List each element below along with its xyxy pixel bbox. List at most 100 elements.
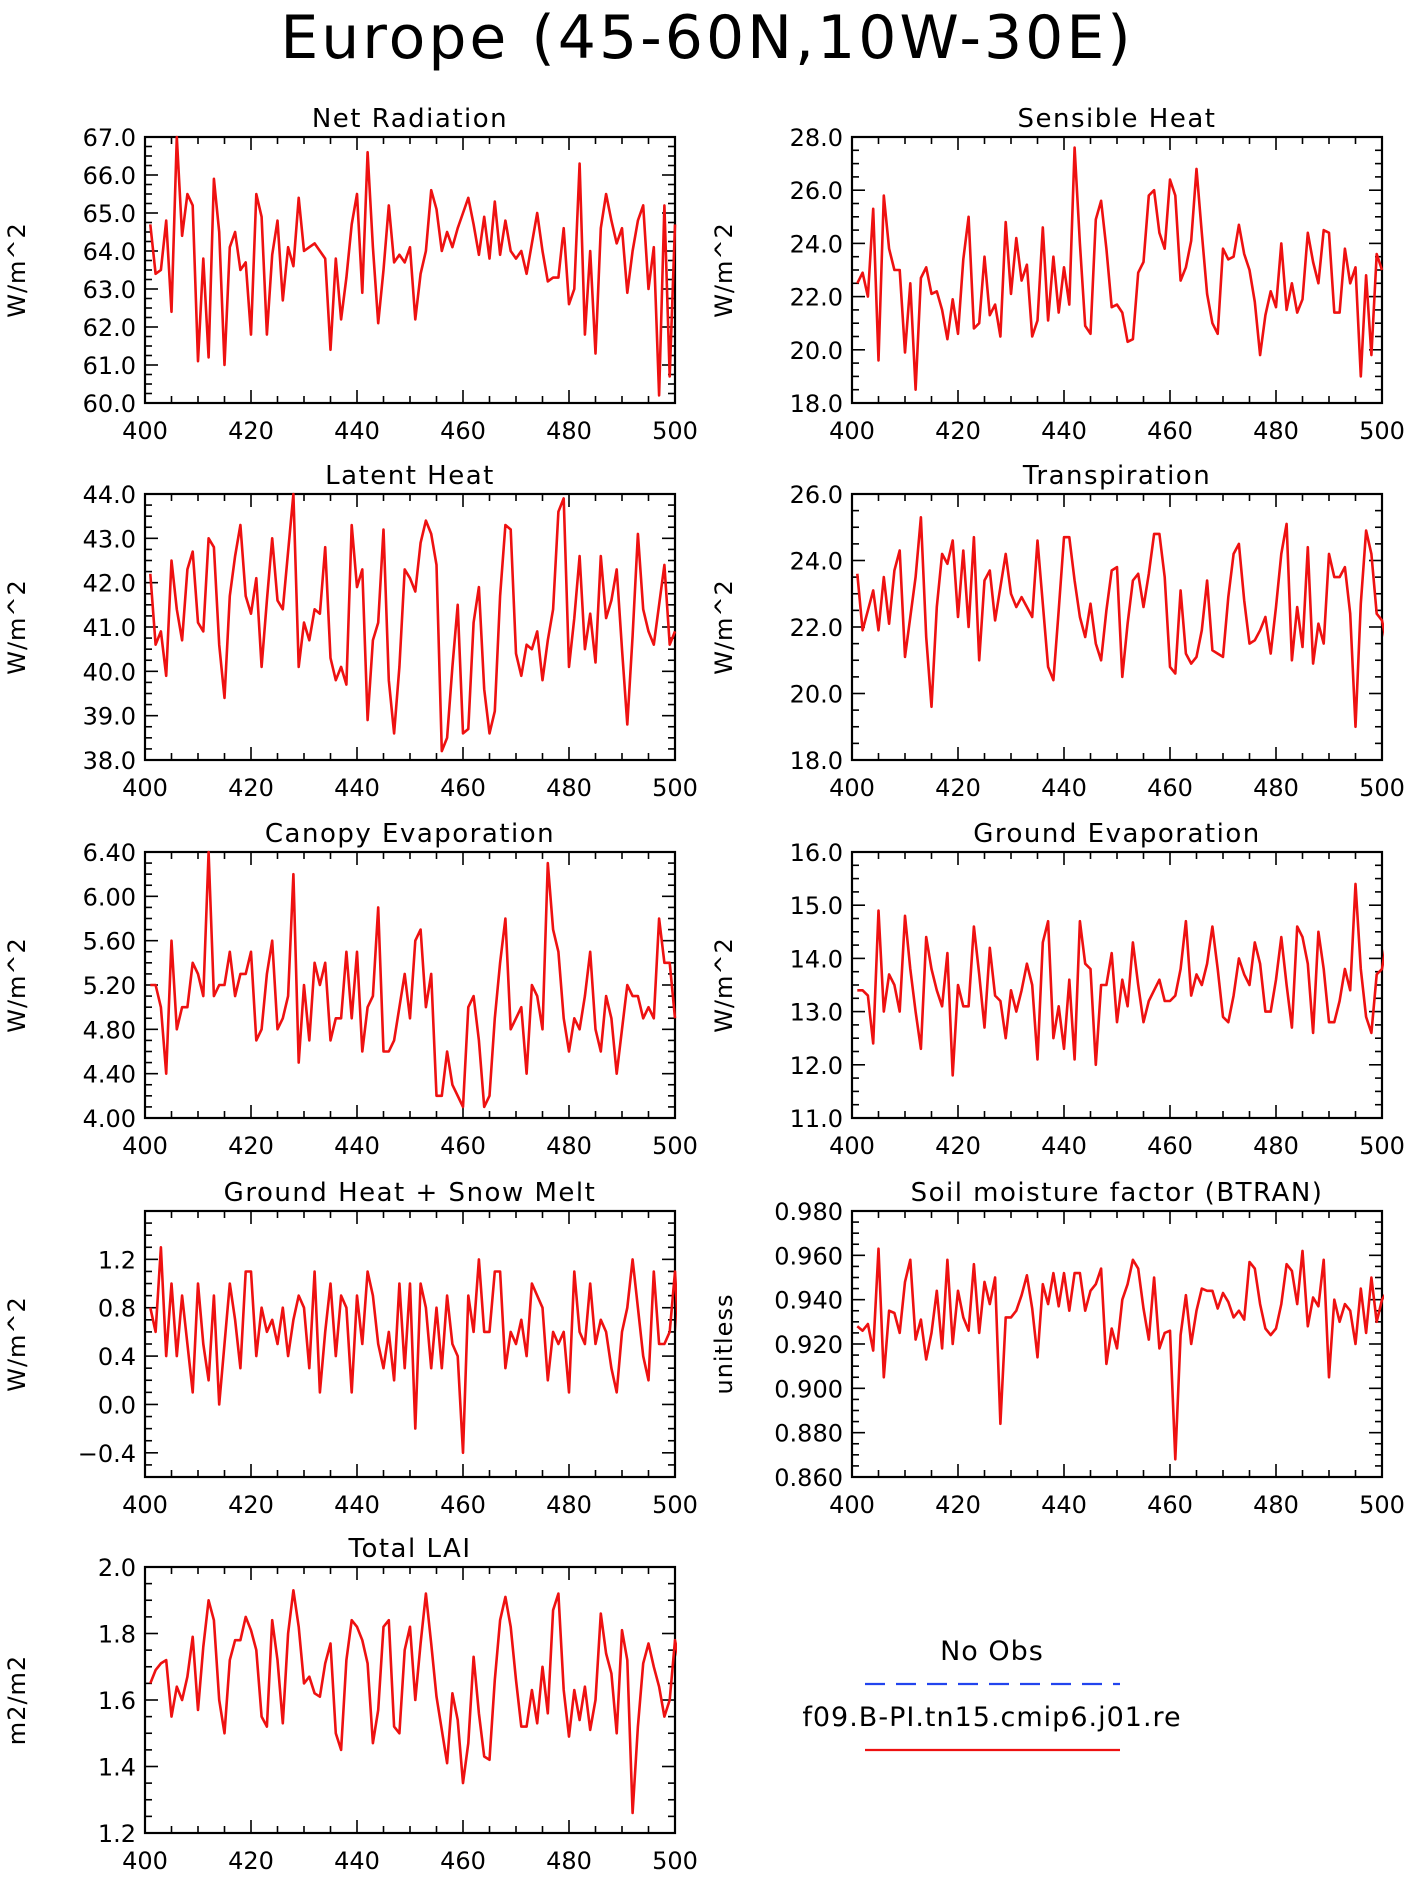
chart-8-y-axis-label: m2/m2 xyxy=(3,1655,31,1745)
chart-3-title: Transpiration xyxy=(1022,461,1211,491)
chart-5-x-tick-label: 500 xyxy=(1359,1132,1405,1160)
chart-5-x-tick-label: 480 xyxy=(1253,1132,1299,1160)
chart-7-x-tick-label: 420 xyxy=(935,1491,981,1519)
chart-2-series-line-0 xyxy=(149,492,677,753)
chart-5-series-line-0 xyxy=(857,882,1384,1077)
chart-3-x-tick-label: 460 xyxy=(1147,774,1193,802)
chart-4-x-tick-label: 500 xyxy=(652,1132,698,1160)
chart-1-x-tick-label: 420 xyxy=(935,417,981,445)
chart-0-y-tick-label: 62.0 xyxy=(83,314,136,342)
chart-3-y-axis-label: W/m^2 xyxy=(710,579,738,675)
chart-2-y-tick-label: 41.0 xyxy=(83,614,136,642)
chart-7-y-axis-label: unitless xyxy=(710,1294,738,1395)
chart-0-y-tick-label: 60.0 xyxy=(83,390,136,418)
chart-4-y-tick-label: 4.40 xyxy=(83,1061,136,1089)
chart-2-x-tick-label: 400 xyxy=(122,774,168,802)
chart-5-x-tick-label: 440 xyxy=(1041,1132,1087,1160)
chart-0-x-tick-label: 400 xyxy=(122,417,168,445)
chart-1-series-line-0 xyxy=(856,146,1384,392)
chart-3-series-line-0 xyxy=(856,515,1384,729)
chart-0-x-tick-label: 420 xyxy=(228,417,274,445)
chart-0-x-tick-label: 460 xyxy=(440,417,486,445)
chart-2-x-tick-label: 460 xyxy=(440,774,486,802)
chart-1-x-tick-label: 460 xyxy=(1147,417,1193,445)
chart-panel-canopy-evaporation: Canopy Evaporation W/m^2 400 420 440 460 480 50… xyxy=(3,819,698,1160)
chart-5-y-tick-label: 12.0 xyxy=(790,1052,843,1080)
chart-7-y-tick-label: 0.920 xyxy=(774,1331,843,1359)
chart-7-x-tick-label: 400 xyxy=(829,1491,875,1519)
chart-3-x-tick-label: 420 xyxy=(935,774,981,802)
chart-2-y-tick-label: 43.0 xyxy=(83,525,136,553)
chart-8-x-tick-label: 500 xyxy=(652,1847,698,1875)
chart-0-y-tick-label: 65.0 xyxy=(83,200,136,228)
chart-3-y-tick-label: 22.0 xyxy=(790,614,843,642)
chart-7-x-tick-label: 480 xyxy=(1253,1491,1299,1519)
chart-4-y-tick-label: 5.60 xyxy=(83,928,136,956)
chart-1-x-tick-label: 440 xyxy=(1041,417,1087,445)
chart-1-y-tick-label: 24.0 xyxy=(790,230,843,258)
chart-0-y-tick-label: 61.0 xyxy=(83,352,136,380)
chart-4-y-tick-label: 5.20 xyxy=(83,972,136,1000)
chart-5-y-tick-label: 13.0 xyxy=(790,999,843,1027)
chart-4-x-tick-label: 480 xyxy=(546,1132,592,1160)
legend-label-no-obs: No Obs xyxy=(940,1636,1044,1667)
chart-2-y-tick-label: 38.0 xyxy=(83,747,136,775)
chart-panel-transpiration: Transpiration W/m^2 400 420 440 460 480 500 18.0… xyxy=(710,461,1405,802)
chart-5-plot-frame xyxy=(850,850,1384,1120)
chart-2-title: Latent Heat xyxy=(325,461,495,491)
chart-5-title: Ground Evaporation xyxy=(973,819,1260,849)
chart-5-y-tick-label: 14.0 xyxy=(790,945,843,973)
chart-panel-soil-moisture-factor: Soil moisture factor (BTRAN) unitless 400 4… xyxy=(710,1178,1405,1519)
chart-4-x-tick-label: 400 xyxy=(122,1132,168,1160)
chart-panel-net-radiation: Net Radiation W/m^2 400 420 440 460 480 500 60.0… xyxy=(3,104,698,445)
chart-4-y-tick-label: 6.00 xyxy=(83,883,136,911)
chart-panel-ground-heat-snow-melt: Ground Heat + Snow Melt W/m^2 400 420 440 460… xyxy=(3,1178,698,1519)
chart-2-x-tick-label: 480 xyxy=(546,774,592,802)
chart-4-x-tick-label: 420 xyxy=(228,1132,274,1160)
chart-7-x-tick-label: 460 xyxy=(1147,1491,1193,1519)
chart-1-y-axis-label: W/m^2 xyxy=(710,222,738,318)
chart-5-y-tick-label: 11.0 xyxy=(790,1105,843,1133)
chart-5-x-tick-label: 400 xyxy=(829,1132,875,1160)
chart-4-y-tick-label: 4.00 xyxy=(83,1105,136,1133)
chart-5-x-tick-label: 420 xyxy=(935,1132,981,1160)
chart-6-y-axis-label: W/m^2 xyxy=(3,1296,31,1392)
chart-6-y-tick-label: −0.4 xyxy=(78,1440,136,1468)
chart-7-y-tick-label: 0.940 xyxy=(774,1287,843,1315)
chart-0-y-tick-label: 64.0 xyxy=(83,238,136,266)
chart-2-y-tick-label: 40.0 xyxy=(83,658,136,686)
chart-2-plot-frame xyxy=(143,492,677,762)
chart-8-series-line-0 xyxy=(149,1589,677,1815)
chart-panel-sensible-heat: Sensible Heat W/m^2 400 420 440 460 480 500 18.0… xyxy=(710,104,1405,445)
chart-8-y-tick-label: 1.8 xyxy=(98,1621,136,1649)
chart-8-x-tick-label: 400 xyxy=(122,1847,168,1875)
chart-6-y-tick-label: 0.0 xyxy=(98,1391,136,1419)
chart-6-title: Ground Heat + Snow Melt xyxy=(224,1178,597,1208)
chart-0-y-axis-label: W/m^2 xyxy=(3,222,31,318)
chart-7-series-line-0 xyxy=(856,1247,1384,1461)
chart-4-y-tick-label: 6.40 xyxy=(83,839,136,867)
chart-0-y-tick-label: 63.0 xyxy=(83,276,136,304)
chart-0-title: Net Radiation xyxy=(312,104,508,134)
chart-3-y-tick-label: 24.0 xyxy=(790,548,843,576)
chart-2-y-tick-label: 39.0 xyxy=(83,703,136,731)
chart-8-y-tick-label: 1.6 xyxy=(98,1687,136,1715)
chart-7-x-tick-label: 500 xyxy=(1359,1491,1405,1519)
chart-4-y-axis-label: W/m^2 xyxy=(3,937,31,1033)
chart-8-title: Total LAI xyxy=(347,1534,471,1564)
chart-6-y-tick-label: 1.2 xyxy=(98,1246,136,1274)
chart-1-plot-frame xyxy=(850,135,1384,405)
chart-1-y-tick-label: 18.0 xyxy=(790,390,843,418)
chart-7-y-tick-label: 0.960 xyxy=(774,1242,843,1270)
chart-5-y-tick-label: 16.0 xyxy=(790,839,843,867)
chart-0-x-tick-label: 480 xyxy=(546,417,592,445)
chart-2-y-tick-label: 44.0 xyxy=(83,481,136,509)
chart-4-x-tick-label: 440 xyxy=(334,1132,380,1160)
chart-1-x-tick-label: 400 xyxy=(829,417,875,445)
chart-7-y-tick-label: 0.980 xyxy=(774,1198,843,1226)
chart-8-y-tick-label: 1.4 xyxy=(98,1754,136,1782)
chart-1-y-tick-label: 28.0 xyxy=(790,124,843,152)
chart-1-y-tick-label: 26.0 xyxy=(790,177,843,205)
chart-1-y-tick-label: 22.0 xyxy=(790,284,843,312)
